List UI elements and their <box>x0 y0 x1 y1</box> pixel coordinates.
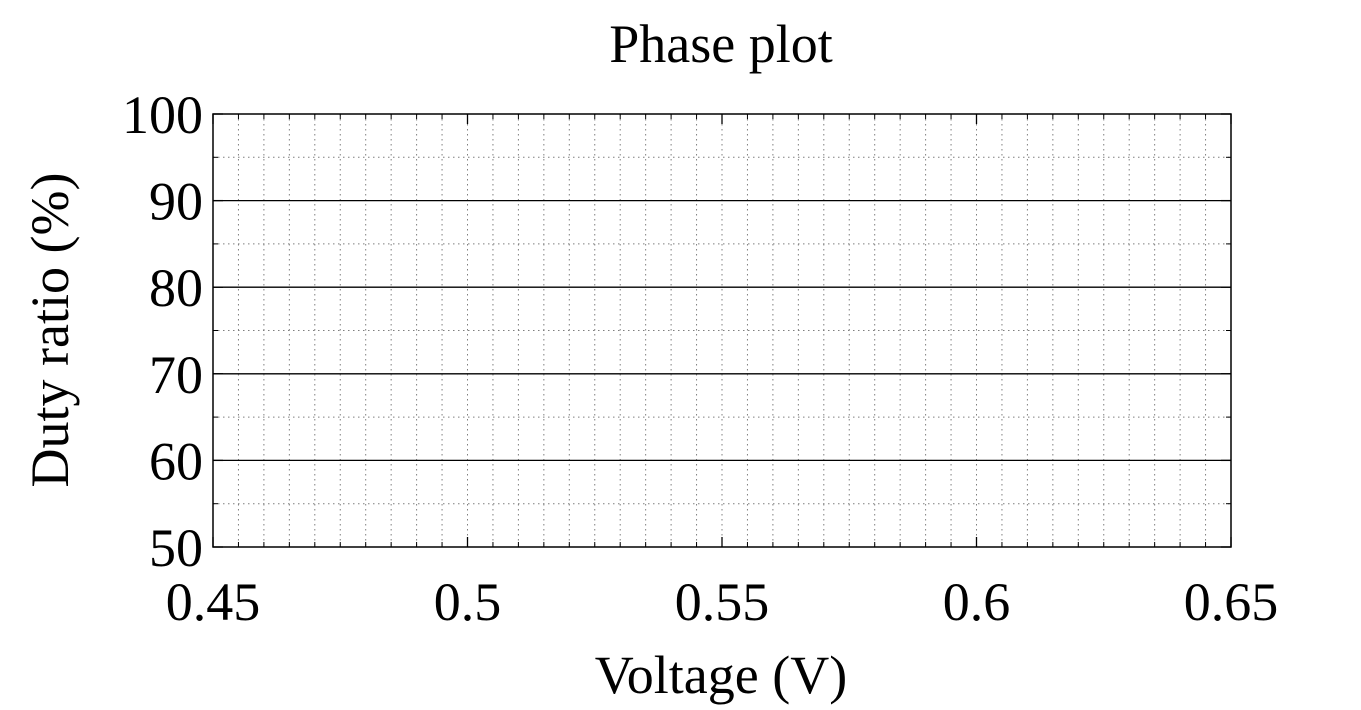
y-axis-label: Duty ratio (%) <box>20 173 80 488</box>
plot-area <box>212 113 1232 548</box>
major-tick-marks <box>212 113 1232 548</box>
x-tick-label: 0.55 <box>675 572 770 632</box>
y-tick-label: 70 <box>149 345 203 405</box>
chart-title: Phase plot <box>609 14 833 74</box>
y-tick-labels: 50 60 70 80 90 100 <box>122 85 203 578</box>
minor-grid <box>213 114 1231 547</box>
x-tick-label: 0.45 <box>166 572 261 632</box>
y-tick-label: 90 <box>149 172 203 232</box>
y-tick-label: 80 <box>149 258 203 318</box>
x-tick-label: 0.5 <box>434 572 502 632</box>
x-tick-labels: 0.45 0.5 0.55 0.6 0.65 <box>166 572 1279 632</box>
y-tick-label: 60 <box>149 431 203 491</box>
x-tick-label: 0.6 <box>943 572 1011 632</box>
x-tick-label: 0.65 <box>1184 572 1279 632</box>
y-tick-label: 50 <box>149 518 203 578</box>
x-axis-label: Voltage (V) <box>595 645 847 705</box>
major-grid <box>213 199 1231 462</box>
y-tick-label: 100 <box>122 85 203 145</box>
minor-tick-marks <box>213 114 1231 547</box>
